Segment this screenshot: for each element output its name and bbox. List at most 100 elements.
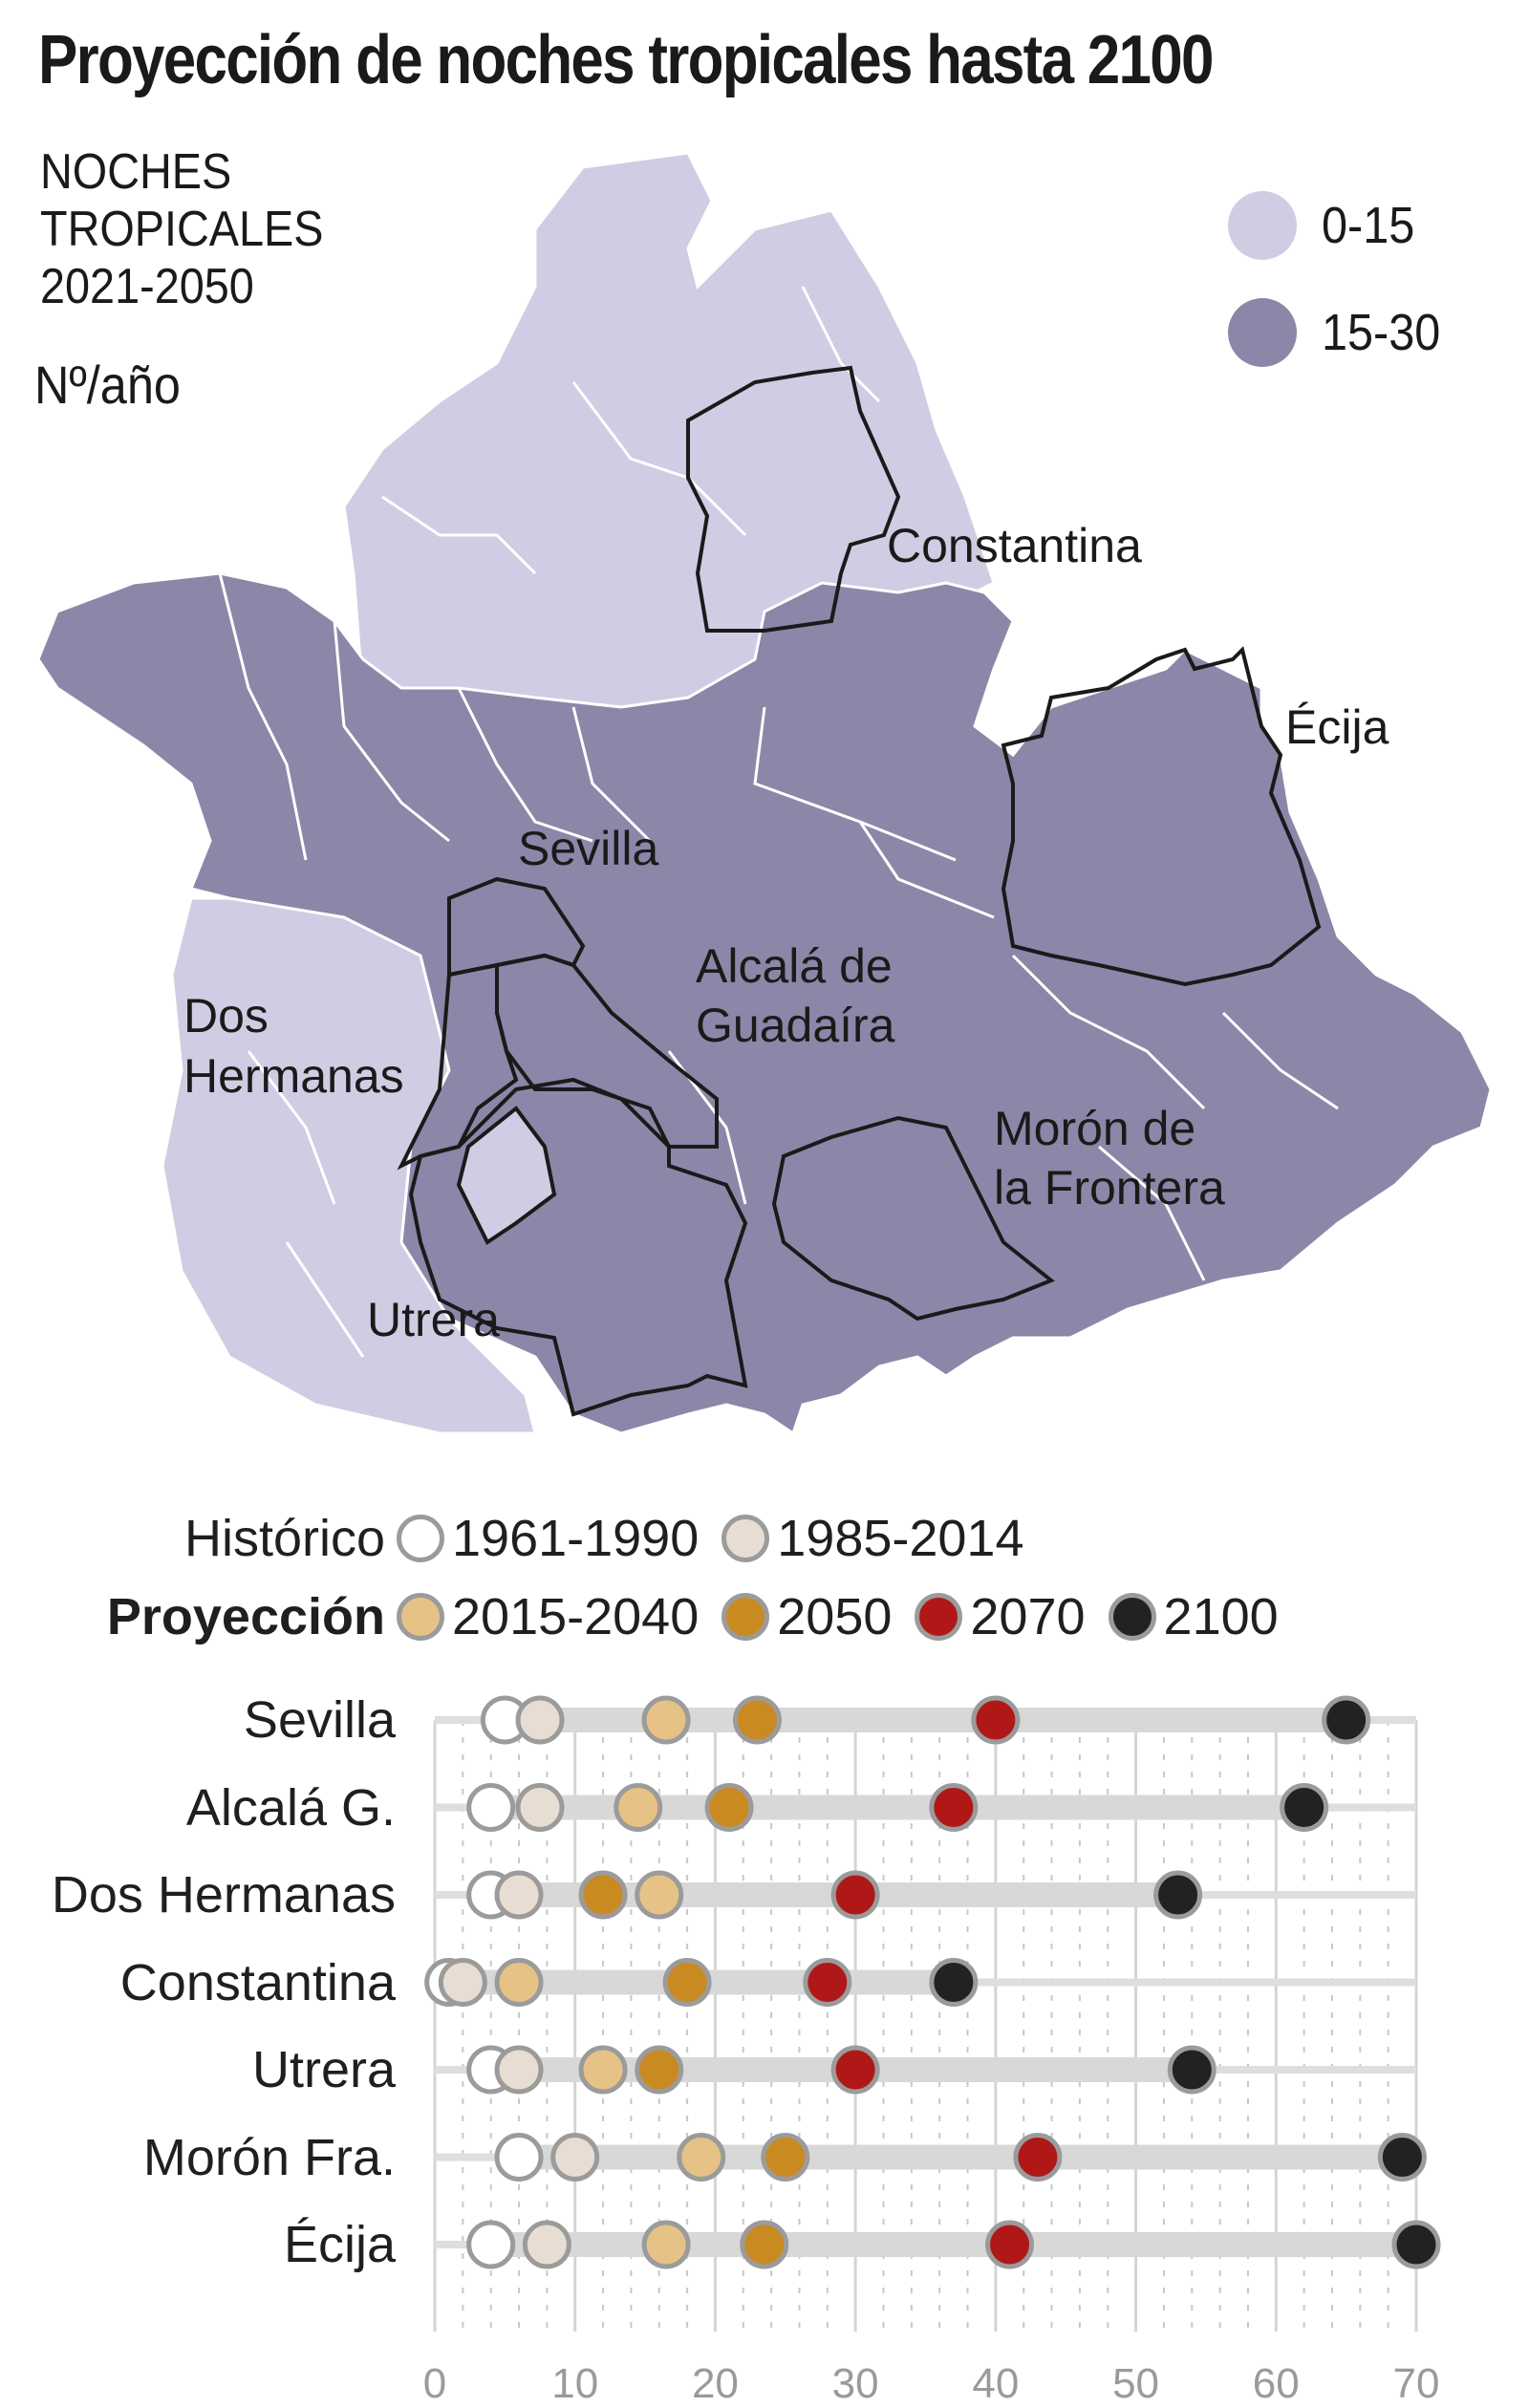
data-point xyxy=(1377,2133,1427,2182)
data-point xyxy=(480,1695,529,1745)
legend-entry-label: 1985-2014 xyxy=(777,1510,1024,1567)
map-label-moron-line2: la Frontera xyxy=(994,1161,1225,1215)
data-point xyxy=(466,2220,516,2269)
data-point xyxy=(635,2045,684,2095)
map-label-dos-hermanas-line2: Hermanas xyxy=(183,1049,404,1103)
data-point xyxy=(522,2220,571,2269)
outline-constantina xyxy=(686,365,901,633)
data-point xyxy=(830,1870,880,1920)
legend-entry: 2050 xyxy=(721,1587,892,1646)
legend-group-historico: Histórico xyxy=(183,1510,385,1567)
legend-entry: 2070 xyxy=(915,1587,1086,1646)
data-point xyxy=(1013,2133,1063,2182)
map-label-dos-hermanas-line1: Dos xyxy=(183,989,269,1043)
data-point xyxy=(578,1870,628,1920)
row-label: Utrera xyxy=(251,2041,396,2098)
data-point xyxy=(494,2133,544,2182)
outline-ecija xyxy=(1001,646,1322,987)
data-point xyxy=(614,1783,663,1832)
data-point xyxy=(635,1870,684,1920)
legend-entry: 1961-1990 xyxy=(397,1509,699,1568)
data-point xyxy=(1322,1695,1371,1745)
legend-entry: 2015-2040 xyxy=(397,1587,699,1646)
legend-swatch-dark xyxy=(1228,298,1297,367)
data-point xyxy=(550,2133,600,2182)
legend-entry-label: 2015-2040 xyxy=(452,1588,700,1645)
dot-icon xyxy=(721,1593,770,1641)
outline-alcala xyxy=(495,953,719,1149)
data-point xyxy=(578,2045,628,2095)
data-point xyxy=(424,1958,474,2007)
dot-icon xyxy=(397,1593,444,1641)
legend-swatch-light xyxy=(1228,191,1297,260)
map-label-utrera: Utrera xyxy=(367,1293,500,1346)
data-point xyxy=(1280,1783,1329,1832)
outline-utrera xyxy=(408,1077,748,1417)
map-unit: Nº/año xyxy=(34,355,181,415)
row-label: Dos Hermanas xyxy=(51,1866,396,1924)
row-label: Sevilla xyxy=(243,1691,396,1749)
data-point xyxy=(1167,2045,1217,2095)
outline-dos-hermanas xyxy=(397,962,519,1171)
map-label-ecija: Écija xyxy=(1285,700,1389,754)
province-map: Constantina Écija Sevilla Alcalá de Guad… xyxy=(38,153,1491,1433)
data-point xyxy=(466,1870,516,1920)
legend-entry-label: 2070 xyxy=(970,1588,1086,1645)
map-legend-label: 15-30 xyxy=(1322,304,1441,361)
legend-entry-label: 2100 xyxy=(1163,1588,1279,1645)
x-tick-label: 0 xyxy=(422,2360,447,2407)
map-heading-line: 2021-2050 xyxy=(40,259,254,314)
map-legend-item: 15-30 xyxy=(1228,279,1454,386)
legend-entry: 1985-2014 xyxy=(721,1509,1024,1568)
data-point xyxy=(677,2133,726,2182)
row-label: Constantina xyxy=(119,1953,396,2011)
data-point xyxy=(515,1783,565,1832)
data-point xyxy=(732,1695,782,1745)
map-label-moron-line1: Morón de xyxy=(994,1102,1195,1155)
dot-icon xyxy=(1108,1593,1156,1641)
map-heading: NOCHES TROPICALES 2021-2050 xyxy=(40,143,323,315)
data-point xyxy=(1391,2220,1441,2269)
map-enclave-light xyxy=(456,1106,557,1245)
data-point xyxy=(438,1958,487,2007)
data-point xyxy=(985,2220,1035,2269)
legend-group-proyeccion: Proyección xyxy=(106,1588,385,1645)
row-label: Alcalá G. xyxy=(185,1778,396,1837)
map-label-sevilla: Sevilla xyxy=(518,822,658,875)
chart-title: Proyección de noches tropicales hasta 21… xyxy=(38,22,1214,98)
data-point xyxy=(641,1695,691,1745)
outline-moron xyxy=(771,1115,1055,1322)
data-point xyxy=(641,2220,691,2269)
map-legend-label: 0-15 xyxy=(1322,197,1415,254)
data-point xyxy=(971,1695,1021,1745)
legend-entry-label: 2050 xyxy=(777,1588,893,1645)
data-point xyxy=(494,1958,544,2007)
map-label-constantina: Constantina xyxy=(887,519,1142,572)
row-label: Écija xyxy=(283,2216,396,2273)
data-point xyxy=(929,1783,979,1832)
data-point xyxy=(515,1695,565,1745)
data-point xyxy=(740,2220,789,2269)
highlighted-outlines xyxy=(397,365,1322,1417)
data-point xyxy=(466,2045,516,2095)
dot-icon xyxy=(915,1593,963,1641)
data-point xyxy=(494,2045,544,2095)
legend-entry-label: 1961-1990 xyxy=(452,1510,700,1567)
row-label: Morón Fra. xyxy=(142,2128,396,2186)
map-legend: 0-15 15-30 xyxy=(1228,172,1454,386)
map-heading-line: NOCHES xyxy=(40,144,232,200)
x-tick-label: 40 xyxy=(972,2360,1020,2407)
data-point xyxy=(704,1783,754,1832)
map-label-alcala-line2: Guadaíra xyxy=(696,999,895,1052)
data-point xyxy=(830,2045,880,2095)
x-tick-label: 70 xyxy=(1392,2360,1440,2407)
legend-entry: 2100 xyxy=(1108,1587,1279,1646)
x-tick-label: 20 xyxy=(691,2360,739,2407)
x-tick-label: 60 xyxy=(1252,2360,1300,2407)
x-tick-label: 30 xyxy=(831,2360,879,2407)
dot-icon xyxy=(397,1515,444,1562)
data-point xyxy=(466,1783,516,1832)
map-heading-line: TROPICALES xyxy=(40,202,324,257)
map-legend-item: 0-15 xyxy=(1228,172,1454,279)
x-tick-label: 50 xyxy=(1112,2360,1160,2407)
